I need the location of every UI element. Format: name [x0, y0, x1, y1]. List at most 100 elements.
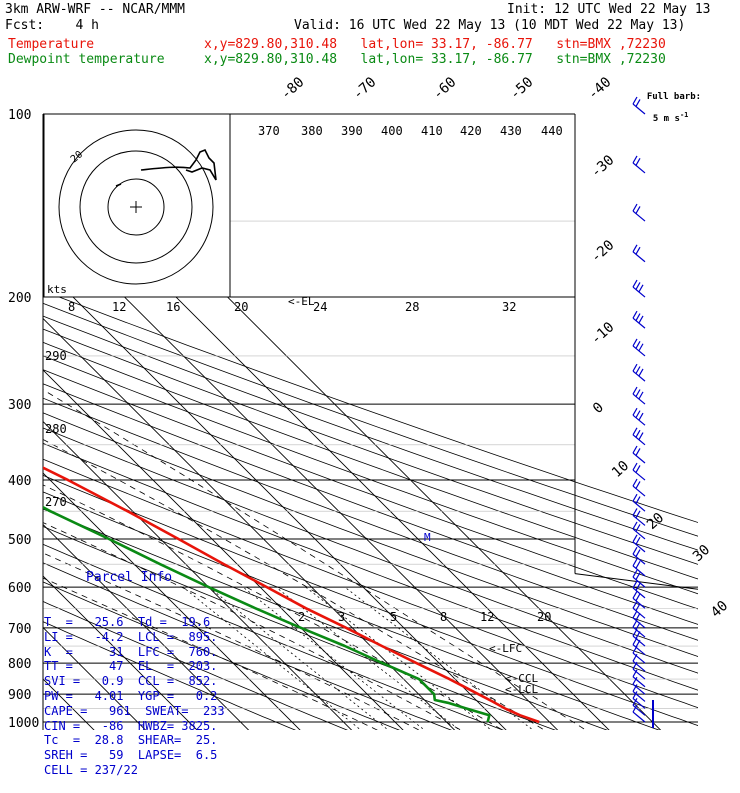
parcel-info-row: T = 25.6 Td = 19.6 — [44, 614, 211, 629]
wind-barb-flag — [632, 363, 638, 372]
wind-barb-flag — [635, 524, 641, 532]
wind-barb-shaft — [632, 210, 646, 222]
wind-barb-flag — [635, 481, 641, 489]
forecast-hour: Fcst: 4 h — [5, 18, 99, 33]
theta-label: 370 — [258, 124, 280, 138]
wind-barb — [632, 155, 646, 174]
mixing-ratio-label: 8 — [440, 610, 447, 624]
hodograph-ring-number: 20 — [234, 300, 248, 314]
isotherm-label: -40 — [585, 74, 615, 103]
wind-barb — [632, 661, 646, 680]
wind-barb-flag — [635, 560, 641, 569]
temperature-legend-label: Temperature — [8, 37, 95, 52]
wind-barb-shaft — [632, 528, 646, 540]
wind-barb-flag — [632, 676, 638, 685]
wind-barb-shaft — [632, 553, 646, 565]
theta-label: 430 — [500, 124, 522, 138]
hodograph-ring — [79, 150, 193, 264]
hodograph-ring-number: 24 — [313, 300, 327, 314]
dry-adiabat — [43, 383, 698, 625]
dry-adiabat — [43, 525, 556, 730]
isotherm-line — [43, 472, 301, 730]
wind-barb — [632, 676, 646, 695]
wind-barb-flag — [632, 279, 638, 288]
wind-barb — [632, 203, 646, 222]
wind-barb — [632, 684, 646, 702]
isotherm-line — [43, 266, 507, 730]
dry-adiabat — [43, 412, 698, 657]
wind-barb-shaft — [632, 414, 646, 426]
hodograph-trace — [115, 148, 217, 187]
isotherm-label: -10 — [588, 319, 618, 348]
wind-barb-shaft — [632, 485, 646, 497]
wind-barb-shaft — [632, 251, 646, 263]
parcel-info-row: CIN = -86 HWBZ= 3825. — [44, 718, 218, 733]
wind-barb — [632, 546, 646, 565]
wind-barb-flag — [632, 704, 638, 713]
isotherm-label: -30 — [588, 152, 618, 181]
dewpoint-legend-label: Dewpoint temperature — [8, 52, 165, 67]
barb-legend: Full barb: 5 m s-1 — [636, 84, 701, 124]
wind-barb-flag — [632, 534, 638, 543]
moist-adiabat — [43, 577, 379, 730]
dry-adiabat — [43, 601, 348, 730]
parcel-info-title: Parcel Info — [86, 569, 173, 585]
temperature-trace — [43, 466, 540, 724]
dry-adiabat — [43, 302, 698, 537]
wind-barb-flag — [632, 569, 638, 578]
wind-barb-flag — [632, 155, 638, 164]
wind-barb-flag — [632, 493, 638, 502]
parcel-info-row: LI = -4.2 LCL = 895. — [44, 629, 218, 644]
parcel-info-row: PW = 4.01 YGP = 0.2 — [44, 688, 218, 703]
wind-barb-flag — [635, 612, 641, 621]
wind-barb-flag — [632, 558, 638, 567]
wind-barb — [632, 386, 646, 405]
wind-barb — [632, 704, 646, 723]
wind-barb-shaft — [632, 676, 646, 688]
mixing-ratio-label: 5 — [390, 610, 397, 624]
pressure-label: 800 — [8, 657, 31, 672]
lcl-marker: <-LCL — [505, 683, 538, 696]
barb-legend-title: Full barb: — [646, 92, 702, 102]
wind-barb-flag — [632, 580, 638, 589]
wind-barb-flag — [635, 465, 641, 473]
hodograph-ring-number: 8 — [68, 300, 75, 314]
dewpoint-trace — [43, 505, 491, 723]
pressure-label: 200 — [8, 291, 31, 306]
lfc-marker: <-LFC — [489, 642, 522, 655]
pressure-label: 600 — [8, 581, 31, 596]
isotherm-label: -80 — [278, 74, 308, 103]
theta-label: 280 — [45, 422, 67, 436]
wind-barb-shaft — [632, 452, 646, 464]
wind-barb-flag — [632, 590, 638, 599]
wind-barb-flag — [635, 593, 641, 601]
wind-barb-shaft — [632, 683, 646, 695]
isotherm-line — [43, 420, 353, 730]
wind-barb-shaft — [632, 597, 646, 609]
wind-barb-shaft — [632, 393, 646, 405]
wind-barb — [632, 600, 646, 619]
wind-barb-shaft — [632, 162, 646, 174]
wind-barb-flag — [632, 478, 638, 487]
wind-barb-shaft — [632, 711, 646, 723]
wind-barb-shaft — [632, 626, 646, 638]
barb-legend-exp: -1 — [679, 111, 689, 119]
isotherm-label: 40 — [708, 598, 731, 621]
dry-adiabat — [43, 458, 698, 709]
wind-barb — [632, 478, 646, 497]
wind-barb — [632, 590, 646, 609]
dry-adiabat — [43, 369, 698, 610]
isotherm-label: 20 — [644, 510, 667, 533]
wind-barb-flag — [632, 244, 638, 253]
isotherm-label: -20 — [588, 237, 618, 266]
wind-barb-flag — [632, 610, 638, 619]
wind-barb-shaft — [632, 644, 646, 656]
wind-barb — [632, 669, 646, 688]
parcel-info-panel: Parcel Info T = 25.6 Td = 19.6 LI = -4.2 … — [44, 541, 228, 793]
wind-barb — [632, 279, 646, 298]
wind-barb-shaft — [632, 317, 646, 329]
wind-barb-flag — [635, 246, 641, 255]
wind-barb — [632, 338, 646, 357]
dry-adiabat — [43, 562, 452, 730]
mixing-ratio-label: 2 — [298, 610, 305, 624]
